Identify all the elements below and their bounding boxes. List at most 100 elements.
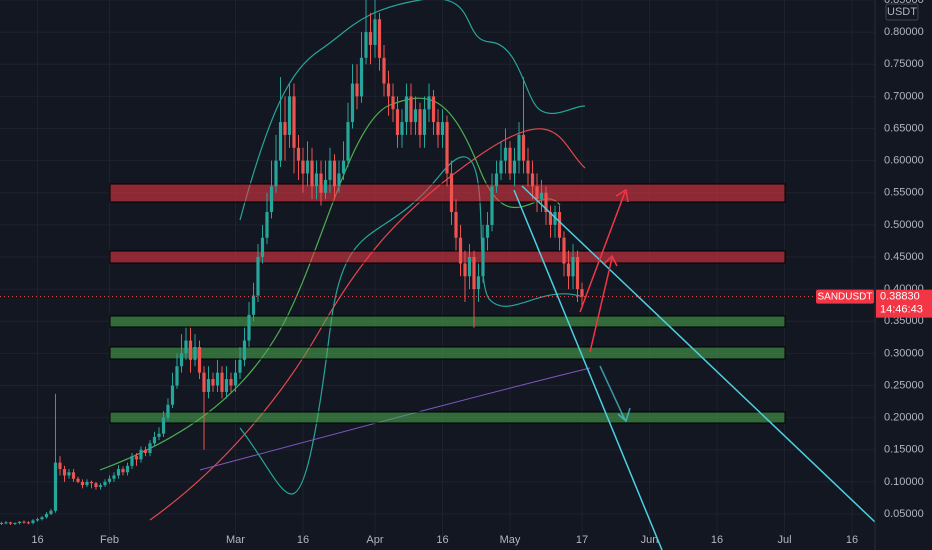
candle-body [17,521,22,524]
x-tick-label: 17 [576,534,588,546]
candle-body [260,237,265,258]
candle-body [148,443,152,453]
x-tick-label: Apr [366,534,383,546]
candle-body [571,257,575,277]
bollinger-lower [239,156,581,495]
candle-body [364,32,368,58]
y-tick-label: 0.25000 [884,379,924,391]
last-price: 0.38830 [880,291,920,303]
candle-body [265,212,269,238]
candle-body [211,379,215,386]
arrow [599,365,631,423]
support-zone [109,315,786,328]
candle-body [395,109,400,135]
y-tick-label: 0.30000 [884,347,924,359]
candle-body [449,173,454,213]
candle-body [296,147,301,161]
candle-body [526,160,530,174]
bollinger-upper [239,0,586,221]
candle-body [485,224,490,238]
y-tick-label: 0.60000 [884,155,924,167]
symbol: SANDUSDT [817,291,872,302]
candle-body [35,519,40,521]
currency-badge [885,3,919,21]
price-tag: SANDUSDT 0.38830 14:46:43 [816,289,932,318]
y-tick-label: 0.45000 [884,251,924,263]
candle-body [530,173,535,187]
candle-body [170,385,175,405]
candle-body [494,173,499,187]
x-tick-label: Feb [100,534,119,546]
x-tick-label: 16 [297,534,309,546]
y-tick-label: 0.85000 [884,0,924,6]
candle-body [463,263,467,277]
candle-body [512,160,517,174]
candle-body [409,96,413,123]
candle-body [238,359,242,373]
symbol-box [816,289,874,304]
candle-body [373,19,377,45]
candle-body [220,372,224,392]
y-tick-label: 0.80000 [884,26,924,38]
candle-body [80,481,85,486]
moving-average [99,97,561,471]
candle-body [40,517,44,520]
candle-body [310,160,314,187]
candle-body [386,83,391,97]
candle-body [251,295,256,315]
candle-body [103,481,107,486]
candle-body [179,353,184,367]
support-zone [109,411,786,424]
x-tick-label: Jul [777,534,791,546]
candle-body [539,192,544,200]
candle-body [256,257,260,296]
candle-body [130,456,134,466]
candle-body [553,212,557,225]
trend-line [521,185,876,523]
candle-body [224,379,229,392]
y-tick-label: 0.70000 [884,90,924,102]
candle-body [377,19,382,58]
candle-body [26,522,31,524]
candle-body [0,523,4,525]
candle-body [575,257,580,290]
candle-body [458,237,463,264]
candle-body [521,134,526,161]
candle-body [445,122,449,174]
currency: USDT [887,6,917,18]
candle-body [566,263,571,277]
candle-body [328,160,332,180]
price-axis [875,0,932,550]
candle-body [274,160,278,187]
candle-body [62,469,67,476]
candle-body [422,109,427,135]
candle-body [508,147,512,174]
y-tick-label: 0.75000 [884,58,924,70]
candle-body [503,147,508,161]
arrow [589,254,618,353]
candle-body [44,514,49,518]
support-zone [109,346,786,360]
candle-body [85,481,89,486]
candle-body [332,160,337,187]
candle-body [161,417,166,434]
candle-body [535,186,539,200]
candles [0,0,584,525]
candle-body [341,160,346,174]
candle-body [94,483,98,488]
candle-body [269,186,274,213]
y-axis: 0.05000 0.10000 0.15000 0.20000 0.25000 0.300… [884,0,924,520]
candle-body [67,472,71,476]
trend-line [513,189,663,550]
candle-body [323,179,328,193]
y-tick-label: 0.35000 [884,315,924,327]
candle-body [319,173,323,193]
candle-body [8,522,13,524]
candle-body [544,192,548,213]
y-tick-label: 0.10000 [884,476,924,488]
candle-body [337,173,341,187]
candle-body [472,257,476,290]
candle-body [139,449,143,460]
zones [109,183,786,424]
candle-body [107,478,112,482]
